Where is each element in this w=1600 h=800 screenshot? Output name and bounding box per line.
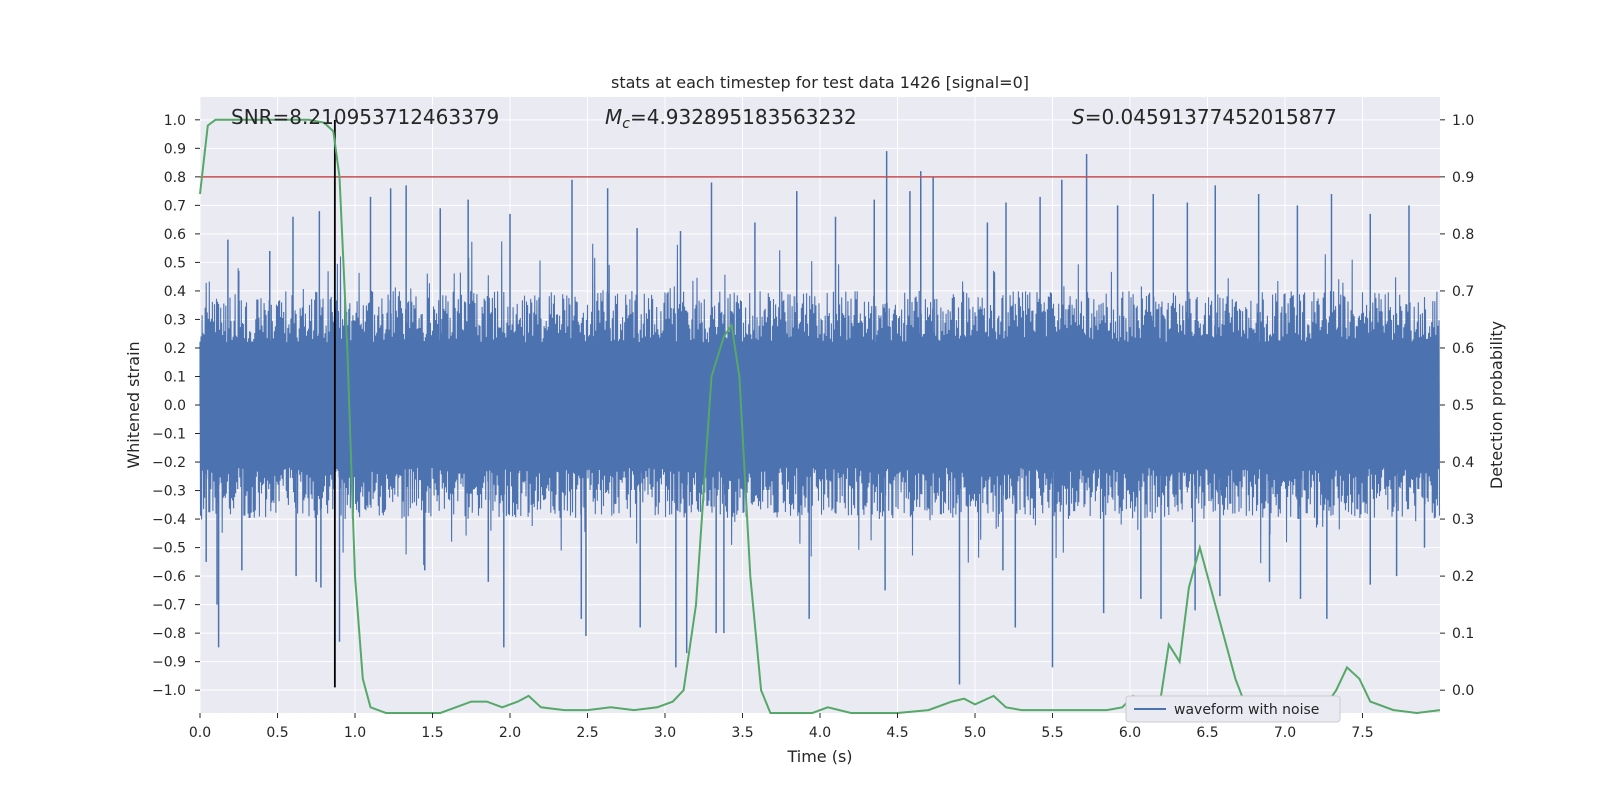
s-symbol: S: [1072, 105, 1085, 129]
legend-box: [1125, 695, 1341, 723]
right-y-tick-label: 0.5: [1452, 398, 1474, 414]
right-y-tick-label: 0.8: [1452, 227, 1474, 243]
right-y-tick-label: 0.0: [1452, 683, 1474, 699]
left-y-tick-label: 0.2: [164, 341, 186, 357]
mc-symbol: M: [605, 105, 622, 129]
waveform-noise: [199, 241, 1441, 566]
x-tick-label: 7.0: [1274, 725, 1296, 741]
left-y-tick-label: 0.1: [164, 369, 186, 385]
x-tick-label: 4.5: [886, 725, 908, 741]
left-y-tick-label: −0.6: [152, 569, 186, 585]
right-y-tick-label: 0.2: [1452, 569, 1474, 585]
left-y-tick-label: −0.7: [152, 598, 186, 614]
mc-value: =4.932895183563232: [630, 105, 857, 129]
right-y-tick-label: 1.0: [1452, 113, 1474, 129]
x-tick-label: 4.0: [809, 725, 831, 741]
left-y-tick-label: 0.8: [164, 170, 186, 186]
left-y-tick-label: −0.5: [152, 541, 186, 557]
x-axis-label: Time (s): [786, 747, 852, 766]
right-y-axis-label: Detection probability: [1487, 321, 1506, 489]
s-annotation: S=0.04591377452015877: [1072, 105, 1337, 129]
left-y-tick-label: −0.8: [152, 626, 186, 642]
x-tick-label: 2.0: [499, 725, 521, 741]
left-y-tick-label: 0.9: [164, 141, 186, 157]
x-tick-label: 5.0: [964, 725, 986, 741]
left-y-axis-label: Whitened strain: [124, 341, 143, 468]
left-y-tick-label: 0.3: [164, 312, 186, 328]
left-y-tick-label: 0.4: [164, 284, 186, 300]
right-y-tick-label: 0.7: [1452, 284, 1474, 300]
x-tick-label: 7.5: [1351, 725, 1373, 741]
x-tick-label: 3.0: [654, 725, 676, 741]
left-y-tick-label: −0.3: [152, 484, 186, 500]
right-y-axis-ticks: 1.0 0.9 0.8 0.7 0.6 0.5 0.4 0.3 0.2 0.1 0.0: [1440, 113, 1474, 699]
right-y-tick-label: 0.4: [1452, 455, 1474, 471]
chirp-mass-annotation: Mc=4.932895183563232: [605, 105, 857, 132]
right-y-tick-label: 0.9: [1452, 170, 1474, 186]
x-tick-label: 0.5: [266, 725, 288, 741]
left-y-tick-label: −1.0: [152, 683, 186, 699]
waveform-series: [199, 151, 1441, 685]
x-axis-ticks: 0.0 0.5 1.0 1.5 2.0 2.5 3.0 3.5 4.0 4.5 5.0 5.5 6.0 6…: [189, 713, 1374, 741]
left-y-tick-label: −0.9: [152, 655, 186, 671]
probability-series: [199, 118, 1441, 715]
left-y-axis-ticks: 1.0 0.9 0.8 0.7 0.6 0.5 0.4 0.3 0.2 0.1 0.0 −0.1 −0.…: [152, 113, 200, 699]
left-y-tick-label: 0.6: [164, 227, 186, 243]
left-y-tick-label: 0.0: [164, 398, 186, 414]
x-tick-label: 1.0: [344, 725, 366, 741]
chart-title: stats at each timestep for test data 142…: [611, 73, 1029, 92]
x-tick-label: 0.0: [189, 725, 211, 741]
x-tick-label: 5.5: [1041, 725, 1063, 741]
s-value: =0.04591377452015877: [1085, 105, 1337, 129]
x-tick-label: 2.5: [576, 725, 598, 741]
x-tick-label: 1.5: [421, 725, 443, 741]
mc-subscript: c: [622, 116, 630, 132]
right-y-tick-label: 0.1: [1452, 626, 1474, 642]
left-y-tick-label: 1.0: [164, 113, 186, 129]
legend-label: waveform with noise: [1174, 702, 1319, 718]
x-tick-label: 6.0: [1119, 725, 1141, 741]
snr-annotation: SNR=8.210953712463379: [231, 105, 499, 129]
left-y-tick-label: −0.4: [152, 512, 186, 528]
left-y-tick-label: 0.5: [164, 255, 186, 271]
left-y-tick-label: −0.1: [152, 427, 186, 443]
x-tick-label: 3.5: [731, 725, 753, 741]
right-y-tick-label: 0.3: [1452, 512, 1474, 528]
left-y-tick-label: 0.7: [164, 198, 186, 214]
x-tick-label: 6.5: [1196, 725, 1218, 741]
left-y-tick-label: −0.2: [152, 455, 186, 471]
legend: waveform with noise: [1125, 695, 1341, 723]
right-y-tick-label: 0.6: [1452, 341, 1474, 357]
